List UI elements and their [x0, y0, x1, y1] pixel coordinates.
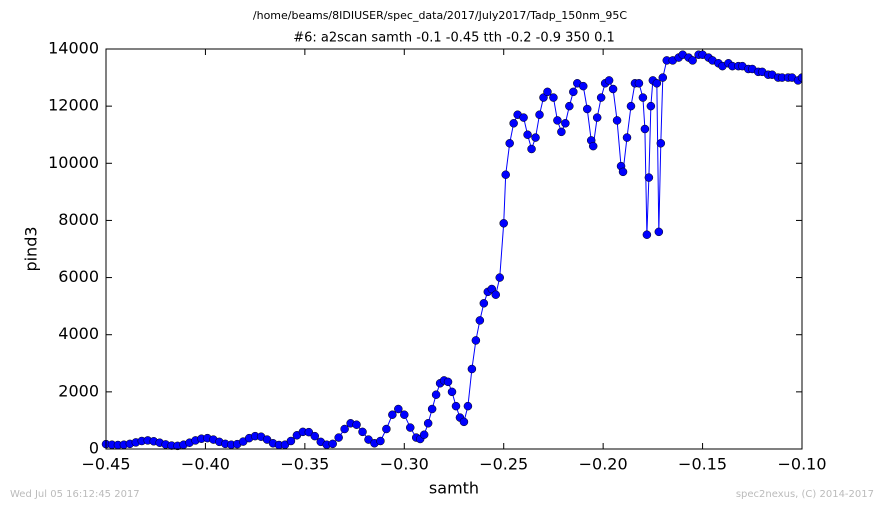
data-point: [286, 436, 296, 446]
data-point: [549, 93, 558, 102]
data-point: [523, 130, 532, 139]
data-point: [561, 119, 570, 128]
data-point: [479, 299, 489, 308]
x-axis-label: samth: [429, 479, 479, 498]
data-point: [431, 390, 441, 399]
data-point: [471, 336, 481, 345]
chart-title: /home/beams/8IDIUSER/spec_data/2017/July…: [253, 9, 628, 22]
data-point: [640, 124, 650, 134]
data-point: [646, 101, 656, 111]
footer-credit: spec2nexus, (C) 2014-2017: [736, 489, 874, 500]
data-point: [310, 431, 320, 441]
data-point: [622, 133, 632, 142]
data-point: [394, 404, 403, 414]
data-point: [644, 173, 654, 182]
data-point: [596, 93, 606, 102]
x-tick-label: −0.10: [777, 455, 826, 474]
y-tick-label: 0: [89, 439, 99, 458]
data-point: [519, 113, 528, 122]
data-point: [467, 364, 477, 374]
data-point: [334, 433, 343, 442]
data-point: [626, 101, 636, 111]
data-point: [652, 79, 662, 88]
data-point: [557, 127, 566, 137]
data-point: [419, 430, 429, 439]
data-point: [475, 316, 485, 325]
data-point: [582, 104, 592, 114]
data-point: [459, 417, 469, 427]
data-point: [565, 101, 574, 111]
data-point: [501, 170, 510, 179]
data-point: [608, 84, 618, 94]
data-point: [535, 110, 544, 119]
data-point: [328, 439, 337, 449]
y-axis-label: pind3: [22, 226, 41, 271]
data-point: [638, 93, 648, 102]
data-point: [352, 420, 361, 429]
data-point: [443, 377, 453, 387]
y-tick-label: 10000: [48, 153, 99, 172]
data-point: [592, 113, 602, 122]
data-point: [376, 436, 385, 446]
data-point: [427, 404, 437, 414]
x-tick-label: −0.15: [678, 455, 727, 474]
x-tick-label: −0.40: [181, 455, 230, 474]
data-point: [463, 401, 473, 411]
data-point: [642, 230, 652, 239]
data-point: [634, 79, 644, 88]
data-point: [340, 424, 349, 434]
data-point: [569, 87, 578, 97]
data-point: [612, 116, 622, 125]
data-point: [527, 144, 536, 154]
data-point: [531, 133, 540, 142]
data-point: [588, 141, 598, 151]
data-point: [543, 87, 552, 97]
data-point: [553, 116, 562, 125]
data-point: [400, 410, 409, 419]
data-point: [509, 119, 518, 128]
series-line: [105, 54, 802, 447]
x-tick-label: −0.30: [380, 455, 429, 474]
chart-subtitle: #6: a2scan samth -0.1 -0.45 tth -0.2 -0.…: [293, 31, 615, 46]
y-tick-label: 2000: [58, 381, 99, 400]
data-point: [382, 424, 391, 434]
data-point: [797, 73, 802, 82]
data-point: [358, 427, 367, 437]
data-point: [618, 167, 628, 177]
data-point: [658, 73, 668, 82]
data-point: [495, 273, 504, 282]
y-tick-label: 14000: [48, 39, 99, 58]
plot-frame: [105, 48, 803, 450]
data-point: [447, 387, 457, 397]
y-tick-label: 8000: [58, 210, 99, 229]
x-tick-label: −0.25: [479, 455, 528, 474]
data-point: [491, 290, 501, 299]
data-point: [688, 56, 697, 65]
x-tick-label: −0.45: [81, 455, 130, 474]
data-point: [604, 76, 614, 85]
data-point: [406, 423, 415, 432]
y-tick-label: 12000: [48, 96, 99, 115]
x-tick-label: −0.20: [579, 455, 628, 474]
data-point: [505, 139, 514, 148]
data-point: [451, 401, 461, 411]
y-tick-label: 6000: [58, 267, 99, 286]
y-tick-label: 4000: [58, 324, 99, 343]
data-point: [423, 419, 433, 428]
data-point: [654, 227, 664, 237]
footer-date: Wed Jul 05 16:12:45 2017: [10, 489, 140, 500]
data-point: [304, 427, 314, 437]
data-point: [499, 219, 508, 228]
data-point: [656, 139, 666, 148]
data-point: [388, 410, 397, 419]
data-point: [579, 81, 588, 91]
x-tick-label: −0.35: [280, 455, 329, 474]
